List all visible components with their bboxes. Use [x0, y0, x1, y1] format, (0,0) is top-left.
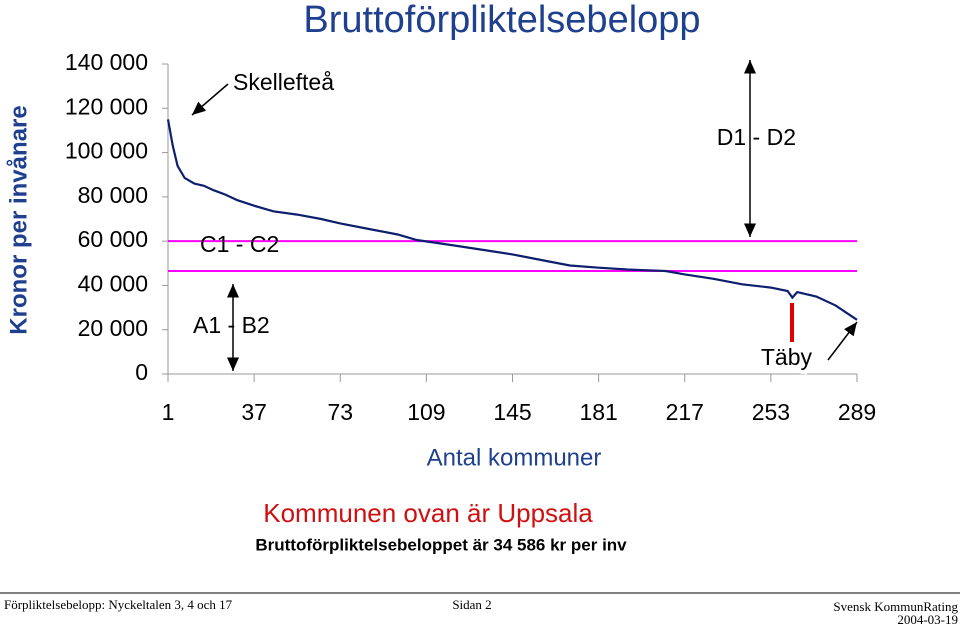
annotation: Täby [761, 344, 813, 370]
y-tick-label: 140 000 [65, 49, 148, 75]
annotation: Skellefteå [233, 69, 334, 95]
x-tick-label: 289 [838, 399, 876, 425]
x-tick-label: 37 [241, 399, 267, 425]
footer-date: 2004-03-19 [897, 612, 958, 627]
footer-left: Förpliktelsebelopp: Nyckeltalen 3, 4 och… [4, 597, 233, 612]
x-tick-label: 181 [579, 399, 617, 425]
footer-right: Svensk KommunRating [833, 599, 958, 614]
x-tick-label: 217 [666, 399, 704, 425]
chart-title: Bruttoförpliktelsebelopp [303, 0, 700, 41]
x-tick-label: 1 [162, 399, 175, 425]
note-title: Kommunen ovan är Uppsala [263, 498, 593, 528]
note-text: Bruttoförpliktelsebeloppet är 34 586 kr … [255, 535, 627, 554]
y-tick-label: 20 000 [78, 315, 148, 341]
x-tick-label: 145 [493, 399, 531, 425]
y-tick-label: 40 000 [78, 271, 148, 297]
y-tick-label: 60 000 [78, 226, 148, 252]
footer-center: Sidan 2 [452, 597, 491, 612]
data-line [166, 119, 858, 321]
annotation: C1 - C2 [200, 231, 279, 257]
y-tick-label: 80 000 [78, 182, 148, 208]
y-tick-label: 0 [135, 359, 148, 385]
y-tick-label: 100 000 [65, 138, 148, 164]
annotation: D1 - D2 [717, 124, 796, 150]
y-axis-title: Kronor per invånare [5, 105, 32, 334]
y-tick-label: 120 000 [65, 93, 148, 119]
arrow [191, 83, 229, 116]
annotation: A1 - B2 [193, 312, 270, 338]
x-axis-title: Antal kommuner [427, 444, 602, 471]
x-tick-label: 253 [752, 399, 790, 425]
x-tick-label: 109 [407, 399, 445, 425]
arrow [827, 321, 858, 361]
x-tick-label: 73 [327, 399, 353, 425]
